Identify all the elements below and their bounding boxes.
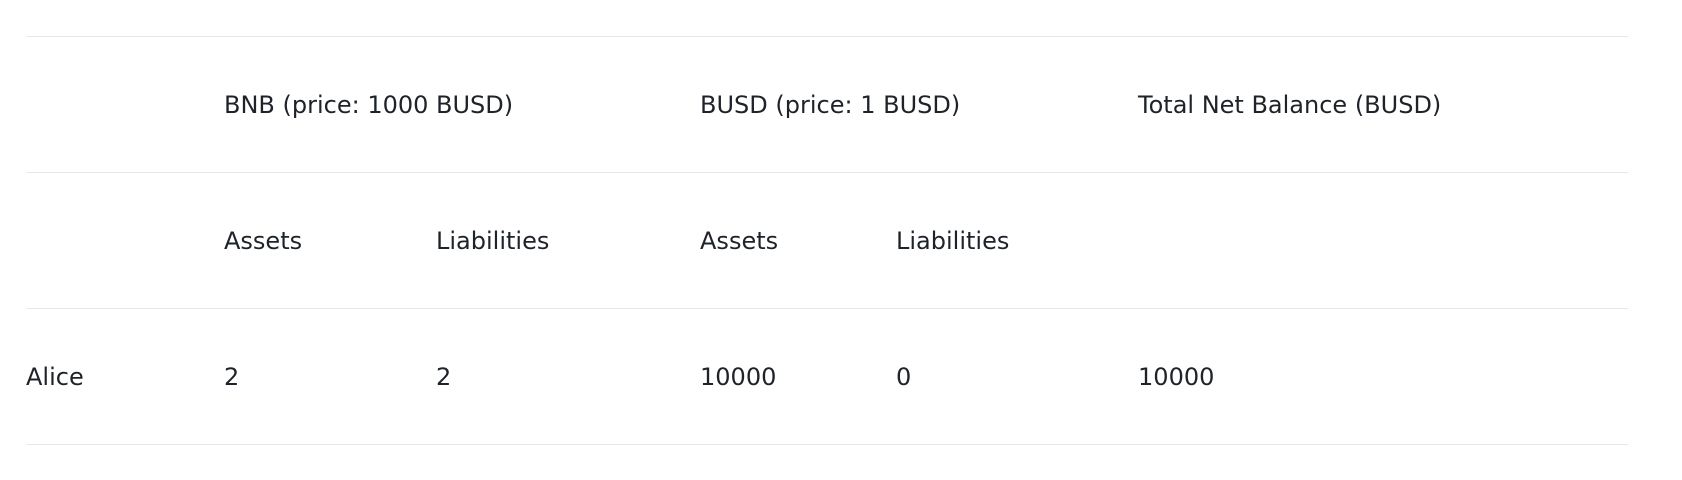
cell-busd-liabilities: 0 [896, 362, 912, 391]
header-row-currencies: BNB (price: 1000 BUSD) BUSD (price: 1 BU… [26, 36, 1629, 173]
cell-user-name: Alice [26, 362, 84, 391]
subheader-busd-assets: Assets [700, 226, 779, 255]
subheader-bnb-liabilities: Liabilities [436, 226, 550, 255]
cell-bnb-liabilities: 2 [436, 362, 452, 391]
table-row: Alice 2 2 10000 0 10000 [26, 308, 1629, 445]
cell-busd-assets: 10000 [700, 362, 777, 391]
cell-total-net-balance: 10000 [1138, 362, 1215, 391]
balance-table-container: BNB (price: 1000 BUSD) BUSD (price: 1 BU… [26, 36, 1629, 445]
header-bnb-price: BNB (price: 1000 BUSD) [224, 90, 514, 119]
header-total-net-balance: Total Net Balance (BUSD) [1138, 90, 1442, 119]
header-busd-price: BUSD (price: 1 BUSD) [700, 90, 961, 119]
cell-bnb-assets: 2 [224, 362, 240, 391]
subheader-busd-liabilities: Liabilities [896, 226, 1010, 255]
header-empty-cell [26, 37, 224, 173]
subheader-empty-cell [26, 173, 224, 309]
header-row-asset-types: Assets Liabilities Assets Liabilities [26, 172, 1629, 309]
subheader-total-empty [1138, 173, 1628, 309]
subheader-bnb-assets: Assets [224, 226, 303, 255]
balance-table: BNB (price: 1000 BUSD) BUSD (price: 1 BU… [26, 36, 1629, 445]
